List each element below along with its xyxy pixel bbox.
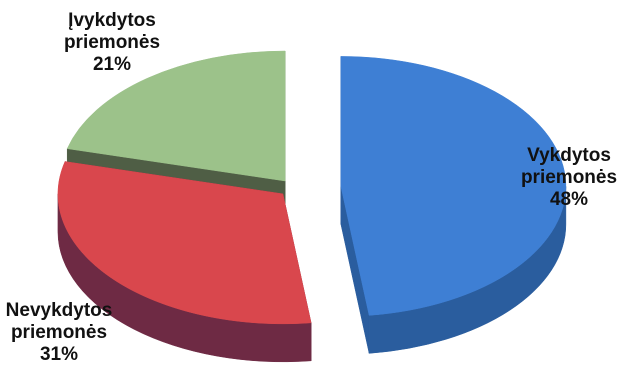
pie-slice-top-ivykdytos bbox=[66, 50, 286, 182]
slice-label-ivykdytos-line1: Įvykdytos bbox=[68, 10, 156, 31]
slice-label-nevykdytos-percent: 31% bbox=[39, 344, 79, 365]
pie-slice-top-vykdytos bbox=[340, 56, 567, 316]
slice-label-vykdytos-line1: Vykdytos bbox=[527, 145, 611, 166]
slice-label-nevykdytos-line1: Nevykdytos bbox=[5, 300, 113, 321]
slice-label-ivykdytos-percent: 21% bbox=[92, 54, 132, 75]
slice-label-nevykdytos-line2: priemonės bbox=[10, 322, 108, 343]
slice-label-vykdytos-line2: priemonės bbox=[520, 167, 618, 188]
slice-label-nevykdytos: Nevykdytos priemonės 31% bbox=[0, 300, 124, 366]
slice-label-ivykdytos: Įvykdytos priemonės 21% bbox=[52, 10, 172, 76]
pie-slice-nevykdytos bbox=[57, 161, 312, 363]
slice-label-ivykdytos-line2: priemonės bbox=[63, 32, 161, 53]
pie-slice-vykdytos bbox=[340, 56, 567, 354]
slice-label-vykdytos-percent: 48% bbox=[549, 189, 589, 210]
slice-label-vykdytos: Vykdytos priemonės 48% bbox=[513, 145, 622, 211]
pie-slice-top-nevykdytos bbox=[57, 161, 312, 325]
